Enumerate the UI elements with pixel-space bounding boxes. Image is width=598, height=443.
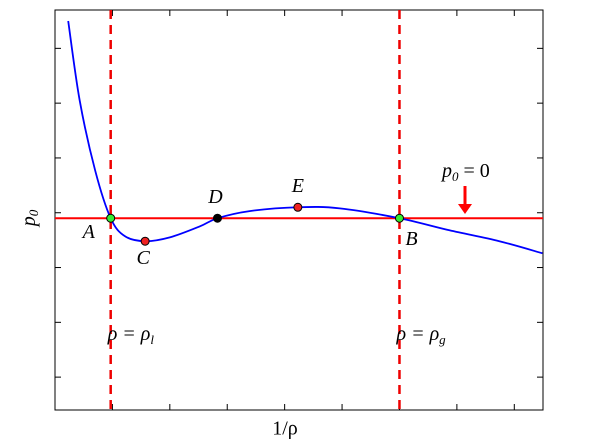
point bbox=[212, 213, 222, 223]
density-label-main: ρ = ρ bbox=[107, 323, 151, 345]
y-label-main: p bbox=[18, 216, 40, 228]
point-label: D bbox=[207, 186, 223, 208]
zero-line-label-sub: 0 bbox=[452, 169, 459, 184]
point-label: B bbox=[405, 228, 417, 250]
point bbox=[394, 213, 404, 223]
point-label: A bbox=[81, 221, 96, 243]
y-label-sub: 0 bbox=[26, 209, 41, 216]
y-axis-label: p0 bbox=[18, 209, 41, 228]
zero-line-label: p0 = 0 bbox=[440, 160, 490, 184]
zero-arrow-head bbox=[458, 204, 472, 214]
density-label: ρ = ρg bbox=[395, 323, 446, 347]
density-label-sub: l bbox=[150, 332, 154, 347]
point-label: E bbox=[291, 175, 304, 197]
point bbox=[106, 213, 116, 223]
density-label-main: ρ = ρ bbox=[395, 323, 439, 345]
x-axis-label: 1/ρ bbox=[272, 418, 298, 440]
density-label: ρ = ρl bbox=[107, 323, 155, 347]
zero-line-label-rest: = 0 bbox=[459, 160, 490, 182]
plot-frame bbox=[54, 9, 544, 411]
zero-line-label-main: p bbox=[440, 160, 452, 182]
curve bbox=[67, 20, 543, 255]
point bbox=[293, 202, 303, 212]
point bbox=[140, 236, 150, 246]
density-label-sub: g bbox=[439, 332, 446, 347]
point-label: C bbox=[136, 247, 150, 269]
